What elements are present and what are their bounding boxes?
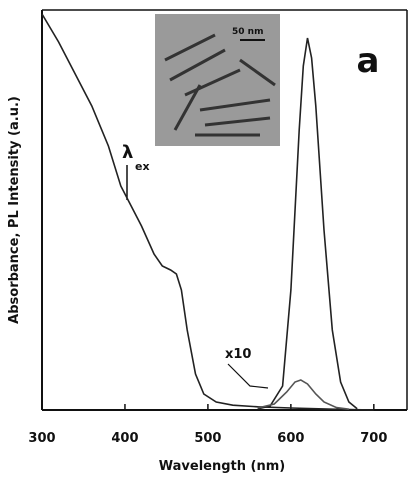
chart: Absorbance, PL Intensity (a.u.) Waveleng… bbox=[0, 0, 413, 483]
panel-label: a bbox=[357, 41, 380, 81]
annotation: λ bbox=[122, 142, 133, 163]
x-tick-label: 400 bbox=[111, 431, 138, 446]
x-tick-label: 300 bbox=[28, 431, 55, 446]
x-axis-label: Wavelength (nm) bbox=[159, 459, 285, 474]
line bbox=[258, 380, 349, 409]
annotation: x10 bbox=[225, 347, 251, 362]
leader-line bbox=[228, 364, 268, 388]
x-tick-label: 700 bbox=[360, 431, 387, 446]
annotation: 50 nm bbox=[232, 27, 263, 37]
y-axis-label: Absorbance, PL Intensity (a.u.) bbox=[7, 96, 22, 324]
annotation: ex bbox=[135, 160, 150, 173]
x-tick-label: 500 bbox=[194, 431, 221, 446]
x-tick-label: 600 bbox=[277, 431, 304, 446]
